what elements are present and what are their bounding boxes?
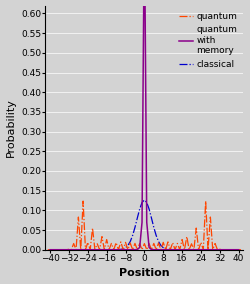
Line: quantum
with
memory: quantum with memory — [50, 0, 239, 250]
classical — [190, 248, 193, 251]
classical — [143, 198, 146, 202]
Line: quantum: quantum — [48, 201, 241, 250]
classical — [155, 234, 158, 237]
quantum — [89, 248, 92, 251]
quantum
with
memory — [190, 248, 193, 251]
classical — [204, 248, 207, 251]
quantum
with
memory — [237, 248, 240, 251]
Legend: quantum, quantum
with
memory, classical: quantum, quantum with memory, classical — [177, 10, 239, 70]
quantum
with
memory — [221, 248, 224, 251]
classical — [48, 248, 51, 251]
quantum — [82, 199, 84, 203]
quantum
with
memory — [48, 248, 51, 251]
quantum — [74, 248, 78, 251]
quantum
with
memory — [204, 248, 207, 251]
classical — [237, 248, 240, 251]
quantum — [58, 248, 61, 251]
quantum
with
memory — [214, 248, 216, 251]
Y-axis label: Probability: Probability — [6, 98, 16, 157]
Line: classical: classical — [50, 200, 239, 250]
classical — [214, 248, 216, 251]
quantum — [46, 248, 49, 251]
quantum — [164, 248, 167, 251]
X-axis label: Position: Position — [119, 268, 170, 278]
quantum
with
memory — [155, 248, 158, 251]
quantum — [188, 248, 191, 251]
quantum — [200, 241, 202, 244]
classical — [169, 248, 172, 251]
quantum — [240, 248, 242, 251]
classical — [221, 248, 224, 251]
quantum
with
memory — [169, 248, 172, 251]
